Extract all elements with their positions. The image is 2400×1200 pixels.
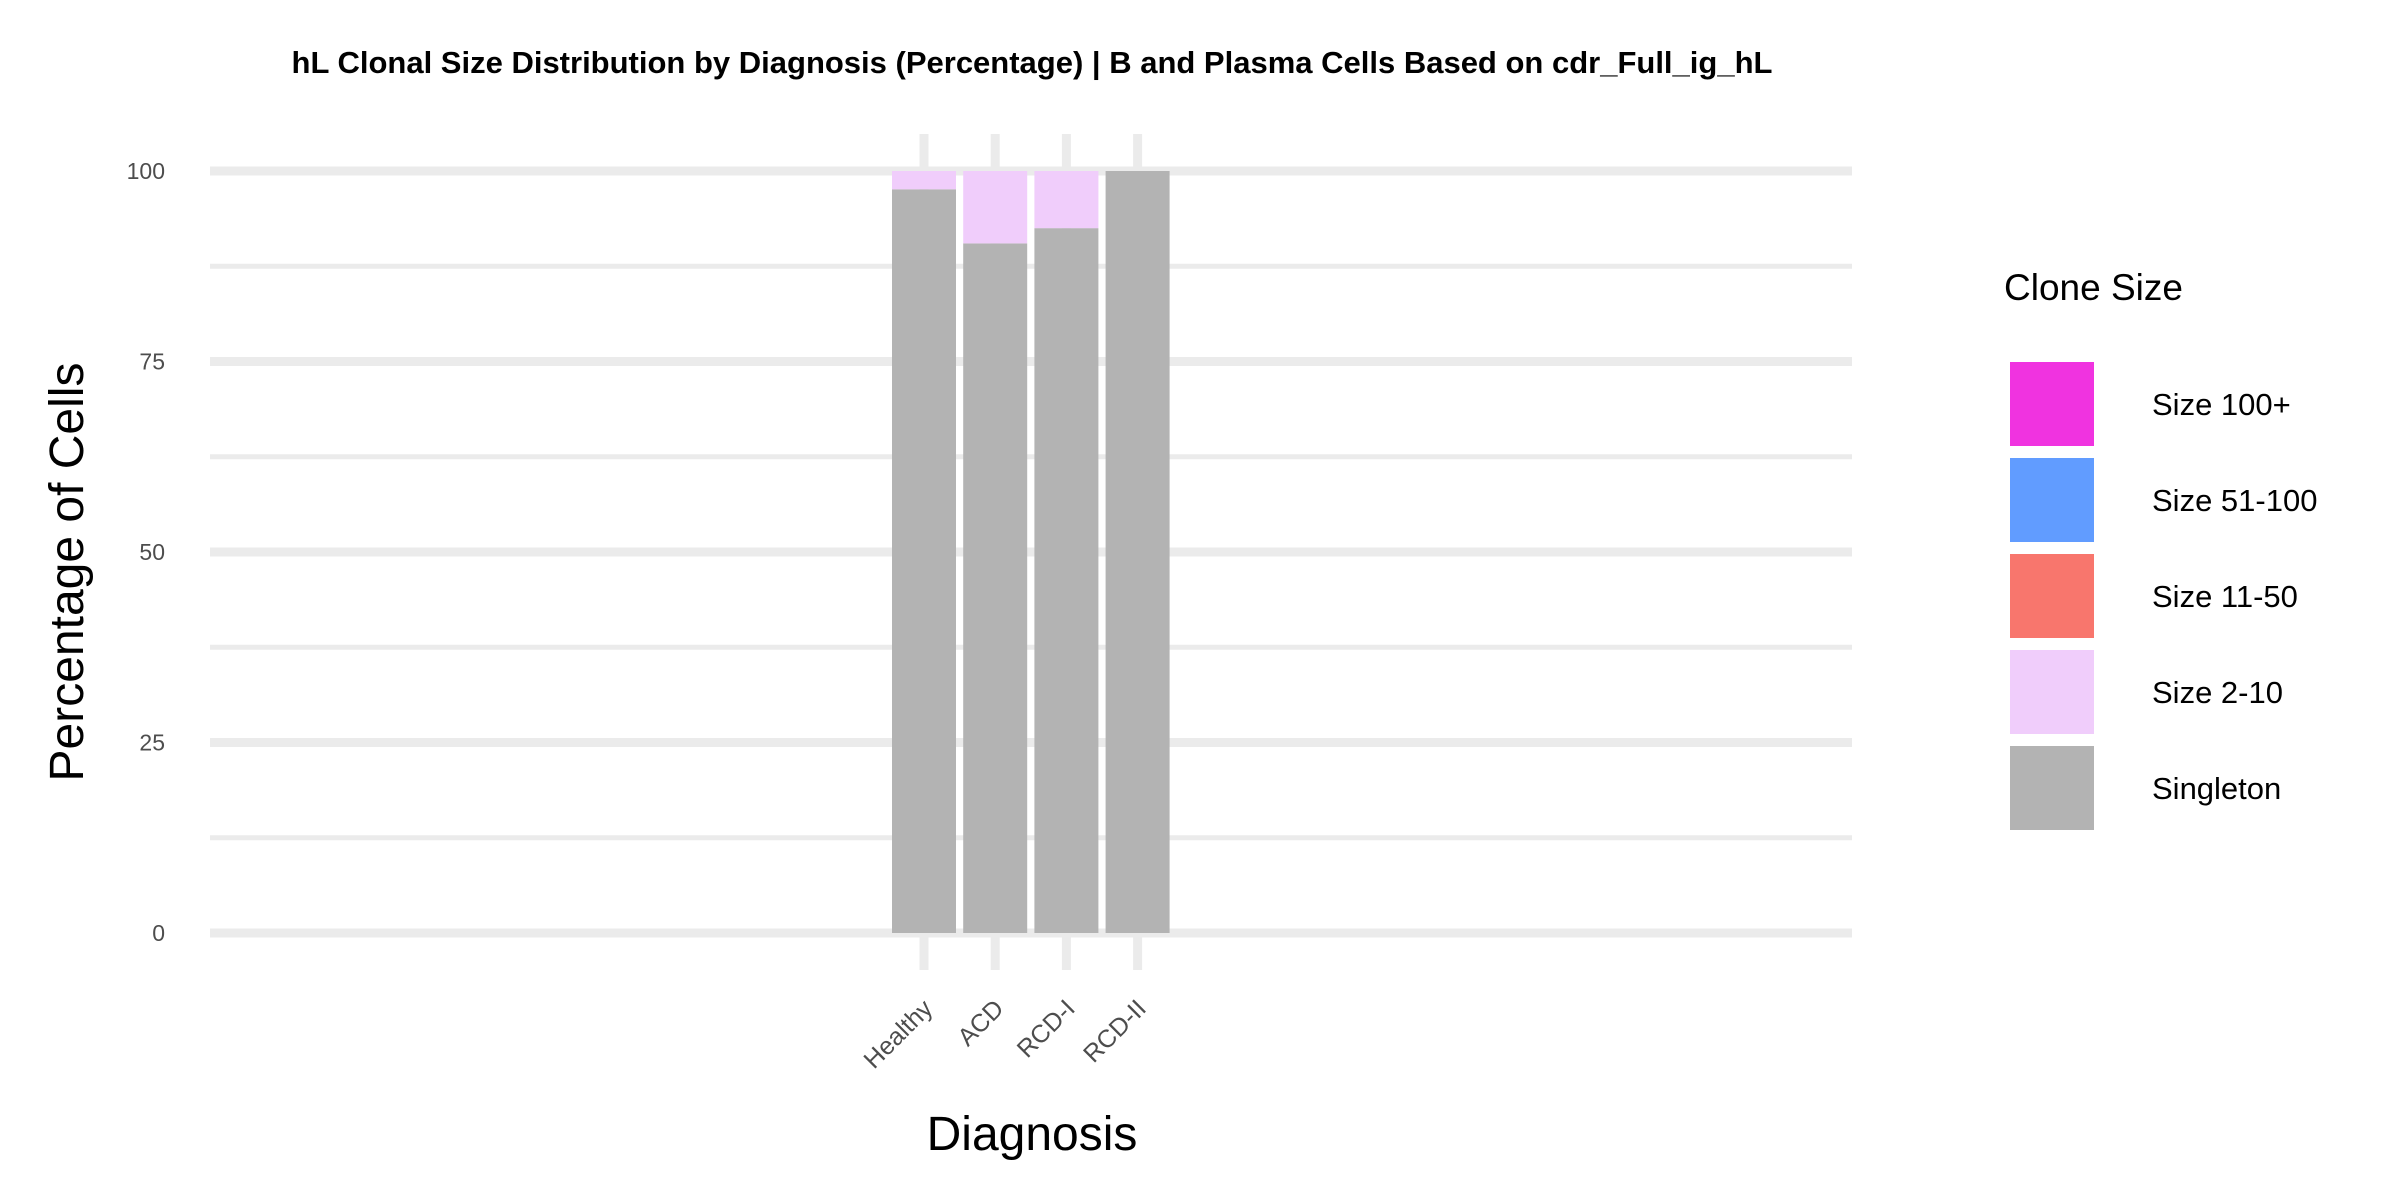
legend-label: Size 2-10 (2152, 675, 2283, 710)
x-tick-label: Healthy (859, 994, 939, 1074)
bar-rcd-ii-singleton (1105, 171, 1170, 933)
legend-label: Size 100+ (2152, 387, 2291, 422)
legend-label: Singleton (2152, 771, 2281, 806)
bar-healthy-singleton (892, 189, 956, 934)
legend-label: Size 11-50 (2152, 579, 2298, 614)
y-tick-label: 75 (139, 349, 165, 375)
x-tick-label: ACD (952, 994, 1009, 1051)
chart-title: hL Clonal Size Distribution by Diagnosis… (292, 45, 1773, 80)
x-axis-label: Diagnosis (927, 1108, 1138, 1161)
bar-rcd-i-size-2-10 (1034, 171, 1099, 229)
legend-swatch (2010, 554, 2094, 638)
y-axis-label: Percentage of Cells (41, 363, 94, 782)
bar-rcd-i-singleton (1034, 228, 1099, 933)
legend-swatch (2010, 746, 2094, 830)
bar-acd-singleton (963, 243, 1028, 933)
x-tick-label: RCD-II (1078, 994, 1152, 1068)
y-tick-label: 50 (139, 539, 165, 565)
x-tick-label: RCD-I (1012, 994, 1081, 1063)
y-tick-label: 25 (139, 730, 165, 756)
y-tick-label: 100 (127, 158, 165, 184)
y-tick-labels: 0 25 50 75 100 (127, 158, 165, 946)
legend: Clone Size Size 100+ Size 51-100 Size 11-5… (2004, 267, 2317, 830)
legend-swatch (2010, 458, 2094, 542)
legend-title: Clone Size (2004, 267, 2183, 308)
bars (892, 171, 1170, 934)
y-tick-label: 0 (152, 920, 165, 946)
legend-swatch (2010, 362, 2094, 446)
grid (210, 134, 1852, 970)
bar-acd-size-2-10 (963, 171, 1028, 244)
legend-label: Size 51-100 (2152, 483, 2317, 518)
bar-healthy-size-2-10 (892, 171, 956, 190)
legend-swatch (2010, 650, 2094, 734)
